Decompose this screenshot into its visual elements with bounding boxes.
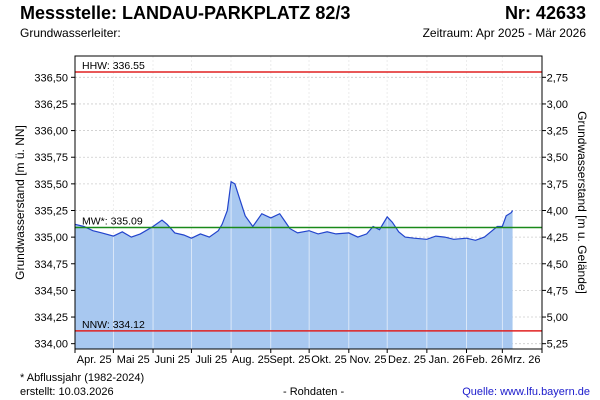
right-tick-label: 4,75: [547, 285, 568, 297]
x-tick-label: Feb. 26: [466, 354, 503, 366]
raw-data-note: - Rohdaten -: [283, 386, 345, 398]
right-tick-label: 2,75: [547, 72, 568, 84]
x-tick-label: Dez. 25: [388, 354, 426, 366]
left-tick-label: 336,25: [34, 99, 68, 111]
period-label: Zeitraum: Apr 2025 - Mär 2026: [422, 26, 586, 40]
left-tick-label: 336,00: [34, 126, 68, 138]
station-number: Nr: 42633: [504, 3, 586, 23]
nnw-label: NNW: 334.12: [82, 319, 145, 331]
chart-title: Messstelle: LANDAU-PARKPLATZ 82/3: [20, 3, 351, 23]
aquifer-label: Grundwasserleiter:: [20, 26, 121, 40]
left-tick-label: 334,50: [34, 285, 68, 297]
created-date: erstellt: 10.03.2026: [20, 386, 114, 398]
right-tick-label: 4,00: [547, 205, 568, 217]
y-axis-title-right: Grundwasserstand [m u. Gelände]: [575, 111, 589, 294]
right-tick-label: 5,25: [547, 339, 568, 351]
series-area: [75, 181, 513, 349]
right-tick-label: 4,25: [547, 232, 568, 244]
left-tick-label: 335,00: [34, 232, 68, 244]
hhw-label: HHW: 336.55: [82, 60, 145, 72]
plot-frame: [74, 55, 543, 350]
x-tick-label: Aug. 25: [232, 354, 270, 366]
y-axis-title-left: Grundwasserstand [m ü. NN]: [13, 125, 27, 280]
left-tick-label: 335,50: [34, 179, 68, 191]
right-tick-label: 3,50: [547, 152, 568, 164]
series-line: [74, 180, 514, 241]
x-tick-label: Juni 25: [154, 354, 189, 366]
x-tick-label: Mai 25: [117, 354, 150, 366]
left-tick-label: 336,50: [34, 72, 68, 84]
x-tick-label: Mrz. 26: [504, 354, 541, 366]
left-tick-label: 335,75: [34, 152, 68, 164]
left-tick-label: 334,75: [34, 259, 68, 271]
x-tick-label: Jan. 26: [429, 354, 465, 366]
mw-label: MW*: 335.09: [82, 216, 143, 228]
right-tick-label: 4,50: [547, 259, 568, 271]
right-tick-label: 3,00: [547, 99, 568, 111]
right-tick-label: 3,25: [547, 126, 568, 138]
left-tick-label: 335,25: [34, 205, 68, 217]
x-tick-label: Sept. 25: [269, 354, 310, 366]
right-tick-label: 3,75: [547, 179, 568, 191]
left-tick-label: 334,00: [34, 339, 68, 351]
left-tick-label: 334,25: [34, 312, 68, 324]
x-tick-label: Apr. 25: [77, 354, 112, 366]
x-tick-label: Juli 25: [195, 354, 227, 366]
footnote: * Abflussjahr (1982-2024): [20, 372, 145, 384]
x-tick-label: Okt. 25: [311, 354, 346, 366]
source-link[interactable]: Quelle: www.lfu.bayern.de: [462, 386, 590, 398]
x-tick-label: Nov. 25: [349, 354, 386, 366]
right-tick-label: 5,00: [547, 312, 568, 324]
